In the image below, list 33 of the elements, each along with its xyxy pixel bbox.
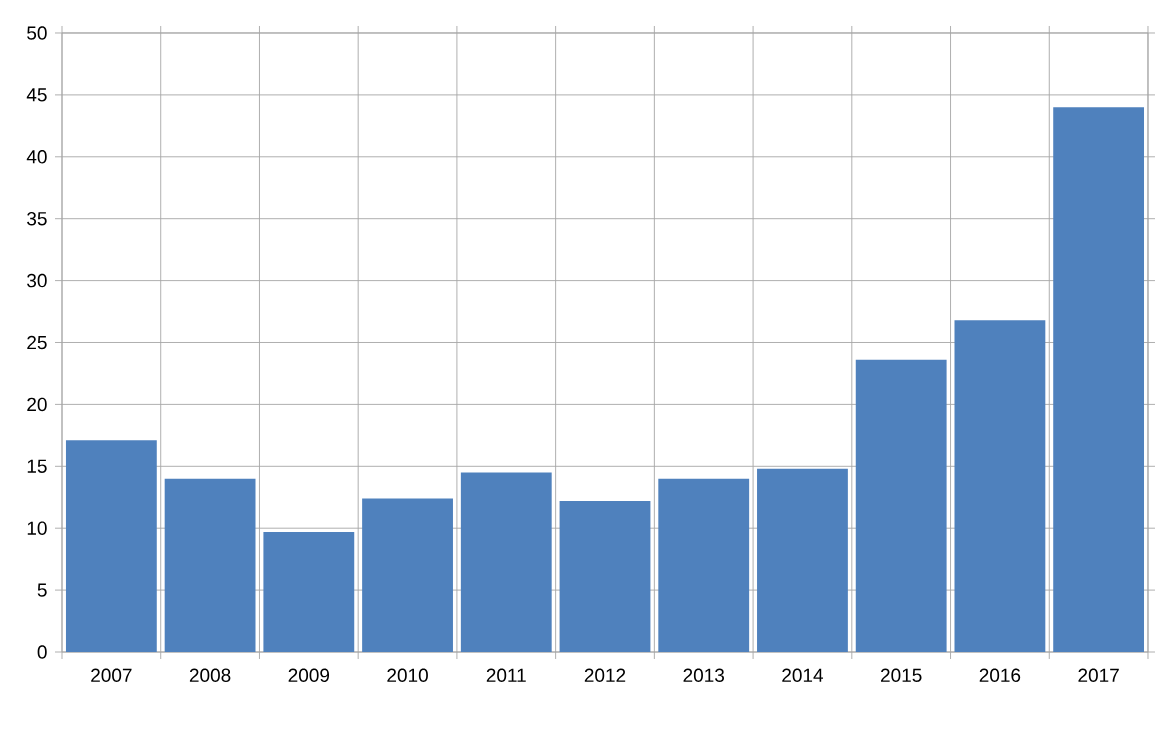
y-tick-label: 45: [26, 88, 47, 102]
x-tick-label: 2008: [189, 668, 231, 682]
y-tick-label: 35: [27, 211, 47, 226]
bar: [1053, 107, 1145, 652]
x-tick-label: 2009: [288, 668, 330, 682]
y-tick-label: 25: [27, 335, 47, 350]
y-tick-label: 15: [27, 459, 47, 473]
y-tick-label: 0: [37, 645, 47, 659]
bar: [757, 468, 848, 652]
x-tick-label: 2011: [486, 668, 526, 682]
x-tick-label: 2010: [387, 668, 428, 682]
bar: [164, 478, 256, 652]
y-tick-label: 50: [27, 26, 47, 40]
bar: [855, 359, 947, 652]
y-tick-label: 30: [27, 273, 47, 288]
y-tick-label: 40: [26, 150, 47, 164]
y-tick-label: 20: [27, 397, 47, 412]
bar: [658, 478, 750, 652]
bar: [460, 472, 552, 652]
bar: [263, 531, 355, 652]
bar: [362, 498, 453, 652]
x-tick-label: 2014: [782, 668, 824, 682]
x-tick-label: 2012: [584, 668, 626, 682]
y-tick-label: 5: [37, 583, 47, 597]
y-tick-label: 10: [27, 521, 47, 535]
x-tick-label: 2013: [683, 668, 725, 682]
x-tick-label: 2007: [91, 668, 132, 682]
x-tick-label: 2016: [979, 668, 1021, 682]
bar: [65, 440, 157, 652]
x-tick-label: 2015: [881, 668, 922, 682]
bar: [559, 500, 651, 652]
x-tick-label: 2017: [1078, 668, 1119, 682]
bar: [954, 320, 1046, 652]
